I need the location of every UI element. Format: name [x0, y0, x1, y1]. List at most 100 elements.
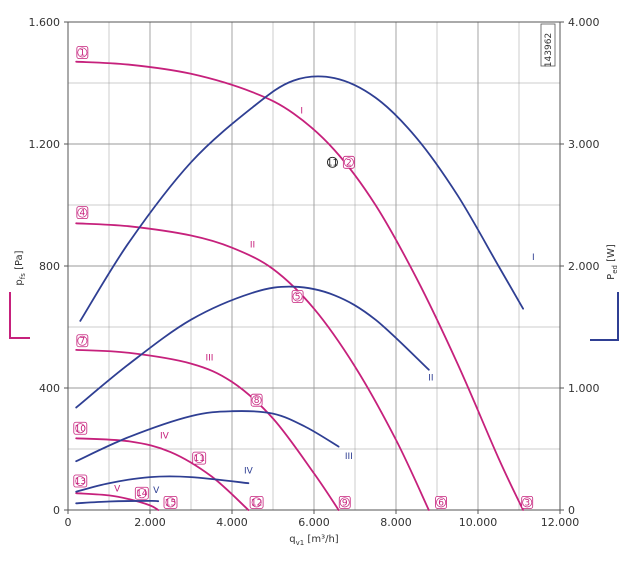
curve-label: IV — [244, 466, 254, 476]
y-left-tick-label: 800 — [39, 260, 60, 273]
marker-label: 4 — [79, 209, 85, 219]
marker-box — [250, 393, 263, 407]
marker-ring — [343, 157, 354, 168]
operating-point-marker: 2 — [342, 155, 355, 169]
curve-label: III — [205, 354, 213, 364]
power-curve-II — [75, 285, 430, 409]
y-right-axis-title: Ped [W] — [606, 244, 619, 280]
marker-label: 10 — [75, 424, 87, 434]
curve-label: I — [532, 253, 535, 263]
marker-box — [338, 495, 351, 509]
marker-label: 3 — [524, 498, 530, 508]
x-tick-label: 6.000 — [298, 516, 330, 529]
marker-label: 12 — [251, 498, 262, 508]
x-tick-label: 0 — [65, 516, 72, 529]
pressure-legend-stub — [9, 292, 30, 339]
curve-label: I — [300, 107, 303, 117]
y-left-tick-label: 1.200 — [29, 138, 61, 151]
y-right-tick-label: 4.000 — [568, 16, 600, 29]
marker-label: 14 — [136, 489, 148, 499]
x-tick-label: 8.000 — [380, 516, 412, 529]
marker-box — [76, 206, 89, 220]
marker-ring — [194, 453, 205, 464]
curve-label: IV — [160, 431, 170, 441]
operating-point-marker: 15 — [163, 495, 178, 509]
style-marker-ring — [327, 156, 338, 168]
operating-point-marker: 14 — [134, 486, 149, 500]
y-right-tick-label: 2.000 — [568, 260, 600, 273]
marker-ring — [522, 497, 533, 508]
curve-label: V — [114, 485, 121, 495]
operating-point-marker: 10 — [73, 421, 88, 435]
x-tick-label: 4.000 — [216, 516, 248, 529]
curve-label: II — [250, 241, 255, 251]
marker-box — [521, 495, 534, 509]
power-legend-stub — [590, 292, 619, 341]
y-left-tick-label: 0 — [53, 504, 60, 517]
x-tick-label: 2.000 — [134, 516, 166, 529]
y-right-tick-label: 0 — [568, 504, 575, 517]
operating-point-marker: 9 — [338, 495, 351, 509]
operating-point-marker: 6 — [435, 495, 448, 509]
power-curve-V — [75, 499, 160, 505]
marker-label: 2 — [346, 158, 352, 168]
operating-point-marker: 8 — [250, 393, 263, 407]
operating-point-marker: 4 — [76, 206, 89, 220]
power-curve-III — [75, 410, 340, 463]
marker-ring — [75, 476, 86, 486]
y-left-tick-label: 1.600 — [29, 16, 61, 29]
operating-point-marker: 11 — [192, 451, 207, 465]
id-box-frame — [540, 23, 556, 67]
marker-label: 9 — [342, 498, 348, 508]
chart-id-label: 143962 — [544, 33, 554, 67]
marker-label: 7 — [79, 337, 85, 347]
y-right-tick-label: 3.000 — [568, 138, 600, 151]
pressure-curve-III — [75, 349, 340, 511]
operating-point-marker: 13 — [73, 474, 88, 488]
pressure-curve-II — [75, 222, 430, 511]
marker-box — [291, 290, 304, 303]
pressure-curve-V — [75, 492, 160, 511]
marker-ring — [77, 47, 88, 58]
marker-label: 1 — [79, 49, 85, 59]
x-tick-label: 12.000 — [541, 516, 580, 529]
marker-ring — [165, 497, 176, 508]
marker-box — [435, 495, 448, 509]
operating-point-marker: 1 — [76, 46, 89, 59]
x-axis-title: qv1 [m³/h] — [289, 534, 339, 547]
marker-ring — [75, 423, 86, 434]
operating-point-marker: 7 — [76, 334, 89, 348]
axes: 0 2.000 4.000 6.000 8.000 10.000 12.0000400800… — [29, 16, 600, 529]
marker-label: 5 — [295, 293, 301, 303]
y-left-axis-title: pfs [Pa] — [14, 250, 27, 285]
marker-label: 6 — [438, 498, 444, 508]
grid — [68, 22, 560, 510]
y-right-tick-label: 1.000 — [568, 382, 600, 395]
x-tick-label: 10.000 — [459, 516, 498, 529]
marker-ring — [251, 395, 262, 406]
marker-box — [76, 334, 89, 348]
curve-label: II — [428, 374, 433, 384]
series-lines — [75, 60, 524, 511]
marker-label: 15 — [165, 498, 176, 508]
curve-label: III — [345, 452, 353, 462]
chart-id-box: 143962 — [540, 23, 556, 67]
marker-label: 13 — [75, 477, 86, 487]
marker-ring — [292, 291, 303, 302]
power-curve-IV — [75, 475, 250, 493]
pressure-curve-I — [75, 60, 524, 511]
marker-ring — [77, 335, 88, 346]
marker-ring — [251, 497, 262, 508]
marker-ring — [436, 497, 447, 508]
marker-box — [342, 155, 355, 169]
marker-ring — [136, 488, 147, 499]
marker-box — [76, 46, 89, 59]
operating-point-style-marker: 11 — [327, 156, 338, 168]
pressure-curve-IV — [75, 437, 250, 511]
marker-ring — [339, 497, 350, 508]
